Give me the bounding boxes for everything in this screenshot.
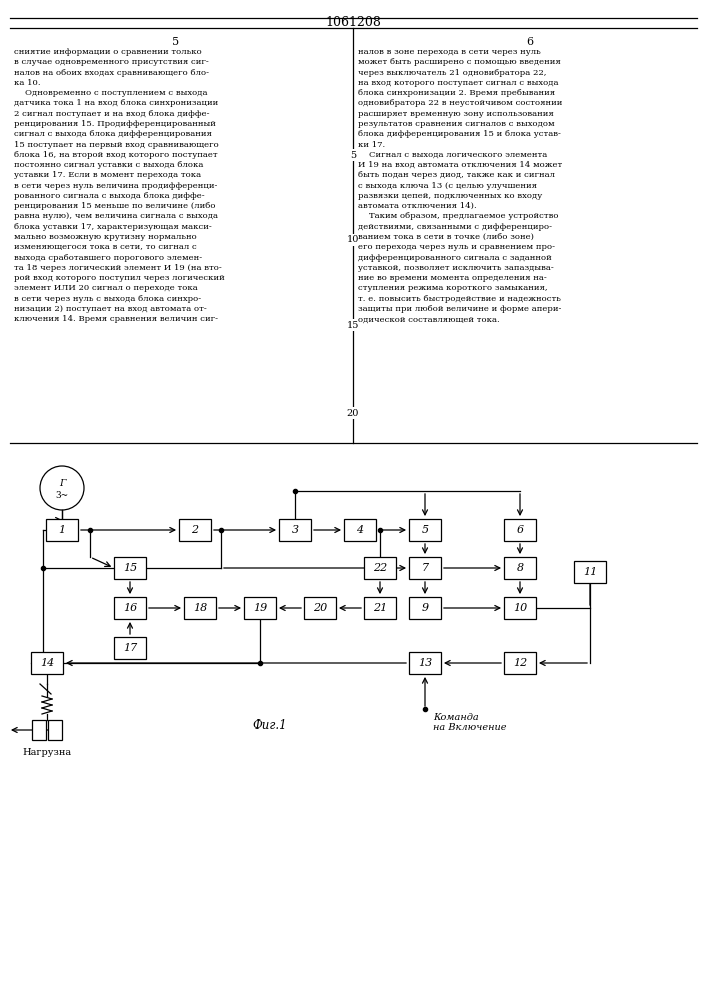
- Text: 7: 7: [421, 563, 428, 573]
- Bar: [504, 597, 536, 619]
- Text: 5: 5: [173, 37, 180, 47]
- Text: 11: 11: [583, 567, 597, 577]
- Bar: [184, 597, 216, 619]
- Bar: [504, 557, 536, 579]
- Text: 20: 20: [313, 603, 327, 613]
- Text: Команда
на Включение: Команда на Включение: [433, 713, 506, 732]
- Text: 22: 22: [373, 563, 387, 573]
- Text: 8: 8: [516, 563, 524, 573]
- Bar: [504, 652, 536, 674]
- Bar: [364, 557, 396, 579]
- Bar: [244, 597, 276, 619]
- Text: налов в зоне перехода в сети через нуль
может быть расширено с помощью введения
: налов в зоне перехода в сети через нуль …: [358, 48, 562, 323]
- Bar: [504, 519, 536, 541]
- Text: 21: 21: [373, 603, 387, 613]
- Bar: [114, 557, 146, 579]
- Bar: [114, 597, 146, 619]
- Text: 5: 5: [350, 150, 356, 159]
- Text: 10: 10: [513, 603, 527, 613]
- Bar: [31, 652, 63, 674]
- Text: 4: 4: [356, 525, 363, 535]
- Bar: [304, 597, 336, 619]
- Bar: [32, 720, 46, 740]
- Text: 12: 12: [513, 658, 527, 668]
- Bar: [179, 519, 211, 541]
- Text: 20: 20: [347, 408, 359, 418]
- Bar: [279, 519, 311, 541]
- Text: 17: 17: [123, 643, 137, 653]
- Bar: [114, 637, 146, 659]
- Text: 1: 1: [59, 525, 66, 535]
- Bar: [574, 561, 606, 583]
- Text: 15: 15: [123, 563, 137, 573]
- Bar: [409, 652, 441, 674]
- Text: 15: 15: [347, 320, 359, 330]
- Text: Г: Г: [59, 479, 65, 488]
- Text: 6: 6: [527, 37, 534, 47]
- Text: 16: 16: [123, 603, 137, 613]
- Bar: [48, 720, 62, 740]
- Text: 5: 5: [421, 525, 428, 535]
- Text: 14: 14: [40, 658, 54, 668]
- Text: 1061208: 1061208: [325, 16, 381, 29]
- Text: 18: 18: [193, 603, 207, 613]
- Text: Фиг.1: Фиг.1: [252, 719, 287, 732]
- Bar: [344, 519, 376, 541]
- Text: 9: 9: [421, 603, 428, 613]
- Text: 13: 13: [418, 658, 432, 668]
- Text: 3: 3: [291, 525, 298, 535]
- Text: сниятие информации о сравнении только
в случае одновременного присутствия сиг-
н: сниятие информации о сравнении только в …: [14, 48, 225, 323]
- Bar: [409, 597, 441, 619]
- Bar: [364, 597, 396, 619]
- Bar: [46, 519, 78, 541]
- Bar: [409, 519, 441, 541]
- Text: 6: 6: [516, 525, 524, 535]
- Text: 3~: 3~: [55, 490, 69, 499]
- Text: 2: 2: [192, 525, 199, 535]
- Text: 19: 19: [253, 603, 267, 613]
- Bar: [409, 557, 441, 579]
- Text: 10: 10: [347, 235, 359, 244]
- Text: Нагрузна: Нагрузна: [23, 748, 71, 757]
